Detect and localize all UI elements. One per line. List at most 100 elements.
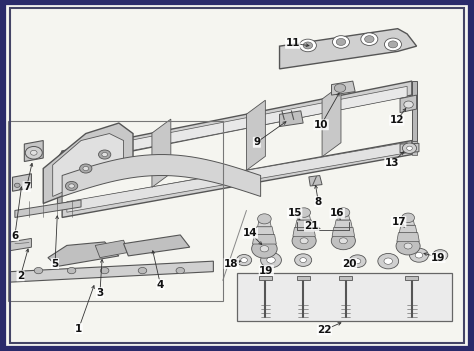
Circle shape	[410, 248, 428, 262]
Circle shape	[334, 84, 346, 92]
Polygon shape	[397, 233, 419, 241]
Circle shape	[100, 267, 109, 274]
Text: 8: 8	[315, 197, 322, 207]
Polygon shape	[280, 111, 303, 127]
Circle shape	[295, 254, 312, 266]
Text: 16: 16	[330, 208, 345, 218]
Text: 2: 2	[17, 271, 24, 281]
Circle shape	[138, 267, 147, 274]
Circle shape	[361, 33, 378, 45]
Circle shape	[303, 42, 313, 49]
Polygon shape	[259, 276, 272, 280]
Polygon shape	[62, 154, 261, 197]
Polygon shape	[400, 143, 419, 153]
Polygon shape	[10, 261, 213, 282]
Polygon shape	[399, 225, 417, 233]
Text: 20: 20	[342, 259, 357, 269]
Text: 3: 3	[96, 287, 103, 298]
Polygon shape	[48, 242, 119, 266]
Polygon shape	[280, 29, 417, 69]
Polygon shape	[405, 276, 419, 280]
Circle shape	[300, 238, 308, 244]
Polygon shape	[152, 119, 171, 187]
Text: 5: 5	[51, 259, 59, 269]
Polygon shape	[12, 174, 31, 191]
Text: 22: 22	[317, 325, 332, 335]
Polygon shape	[95, 240, 128, 258]
Text: 14: 14	[243, 228, 257, 238]
Polygon shape	[295, 220, 313, 227]
Polygon shape	[43, 123, 133, 204]
Text: 6: 6	[11, 231, 18, 241]
Polygon shape	[253, 234, 276, 244]
Circle shape	[241, 258, 247, 263]
Polygon shape	[57, 151, 62, 211]
Circle shape	[365, 36, 374, 43]
Circle shape	[337, 208, 350, 217]
Polygon shape	[401, 218, 414, 225]
Circle shape	[292, 232, 316, 250]
Polygon shape	[257, 219, 271, 227]
Polygon shape	[335, 220, 352, 227]
Polygon shape	[255, 227, 274, 234]
Text: 18: 18	[224, 259, 238, 269]
Circle shape	[65, 181, 78, 191]
Text: 19: 19	[259, 266, 273, 276]
Circle shape	[80, 164, 92, 173]
Circle shape	[378, 253, 399, 269]
Text: 12: 12	[390, 115, 404, 125]
Circle shape	[415, 252, 423, 258]
Circle shape	[438, 253, 443, 257]
Circle shape	[67, 267, 76, 274]
Circle shape	[34, 267, 43, 274]
Circle shape	[354, 259, 361, 264]
Polygon shape	[53, 133, 124, 197]
Circle shape	[388, 41, 398, 48]
Circle shape	[407, 146, 412, 150]
Circle shape	[298, 208, 310, 217]
Circle shape	[25, 146, 42, 159]
Text: 15: 15	[287, 208, 302, 218]
Polygon shape	[331, 81, 355, 95]
Text: 11: 11	[285, 38, 300, 48]
Circle shape	[267, 257, 275, 263]
Bar	[237, 273, 452, 320]
Circle shape	[99, 150, 111, 159]
Circle shape	[349, 255, 366, 267]
Text: 17: 17	[392, 217, 406, 227]
Circle shape	[396, 237, 420, 255]
Circle shape	[24, 182, 29, 186]
Polygon shape	[62, 140, 412, 218]
Polygon shape	[339, 276, 352, 280]
Polygon shape	[10, 238, 31, 251]
Circle shape	[384, 258, 392, 264]
Text: 7: 7	[23, 182, 30, 192]
Text: 1: 1	[75, 324, 82, 334]
Circle shape	[69, 184, 74, 188]
Polygon shape	[337, 213, 350, 220]
Circle shape	[433, 250, 448, 261]
Circle shape	[102, 152, 108, 157]
Circle shape	[402, 143, 417, 153]
Text: 10: 10	[314, 120, 328, 130]
Polygon shape	[332, 227, 355, 236]
Circle shape	[300, 39, 317, 52]
Circle shape	[332, 36, 349, 48]
Circle shape	[261, 252, 282, 268]
Circle shape	[404, 243, 412, 249]
Polygon shape	[298, 213, 310, 220]
Circle shape	[257, 214, 271, 224]
Circle shape	[252, 239, 277, 258]
Polygon shape	[293, 227, 315, 236]
Polygon shape	[309, 176, 322, 186]
Text: 13: 13	[385, 158, 399, 168]
Polygon shape	[62, 81, 412, 165]
Polygon shape	[400, 95, 417, 113]
Polygon shape	[412, 140, 417, 154]
Text: 19: 19	[431, 253, 445, 263]
Circle shape	[384, 38, 401, 51]
Bar	[8, 121, 223, 302]
Polygon shape	[124, 235, 190, 256]
Text: 9: 9	[253, 137, 260, 147]
Circle shape	[331, 232, 356, 250]
